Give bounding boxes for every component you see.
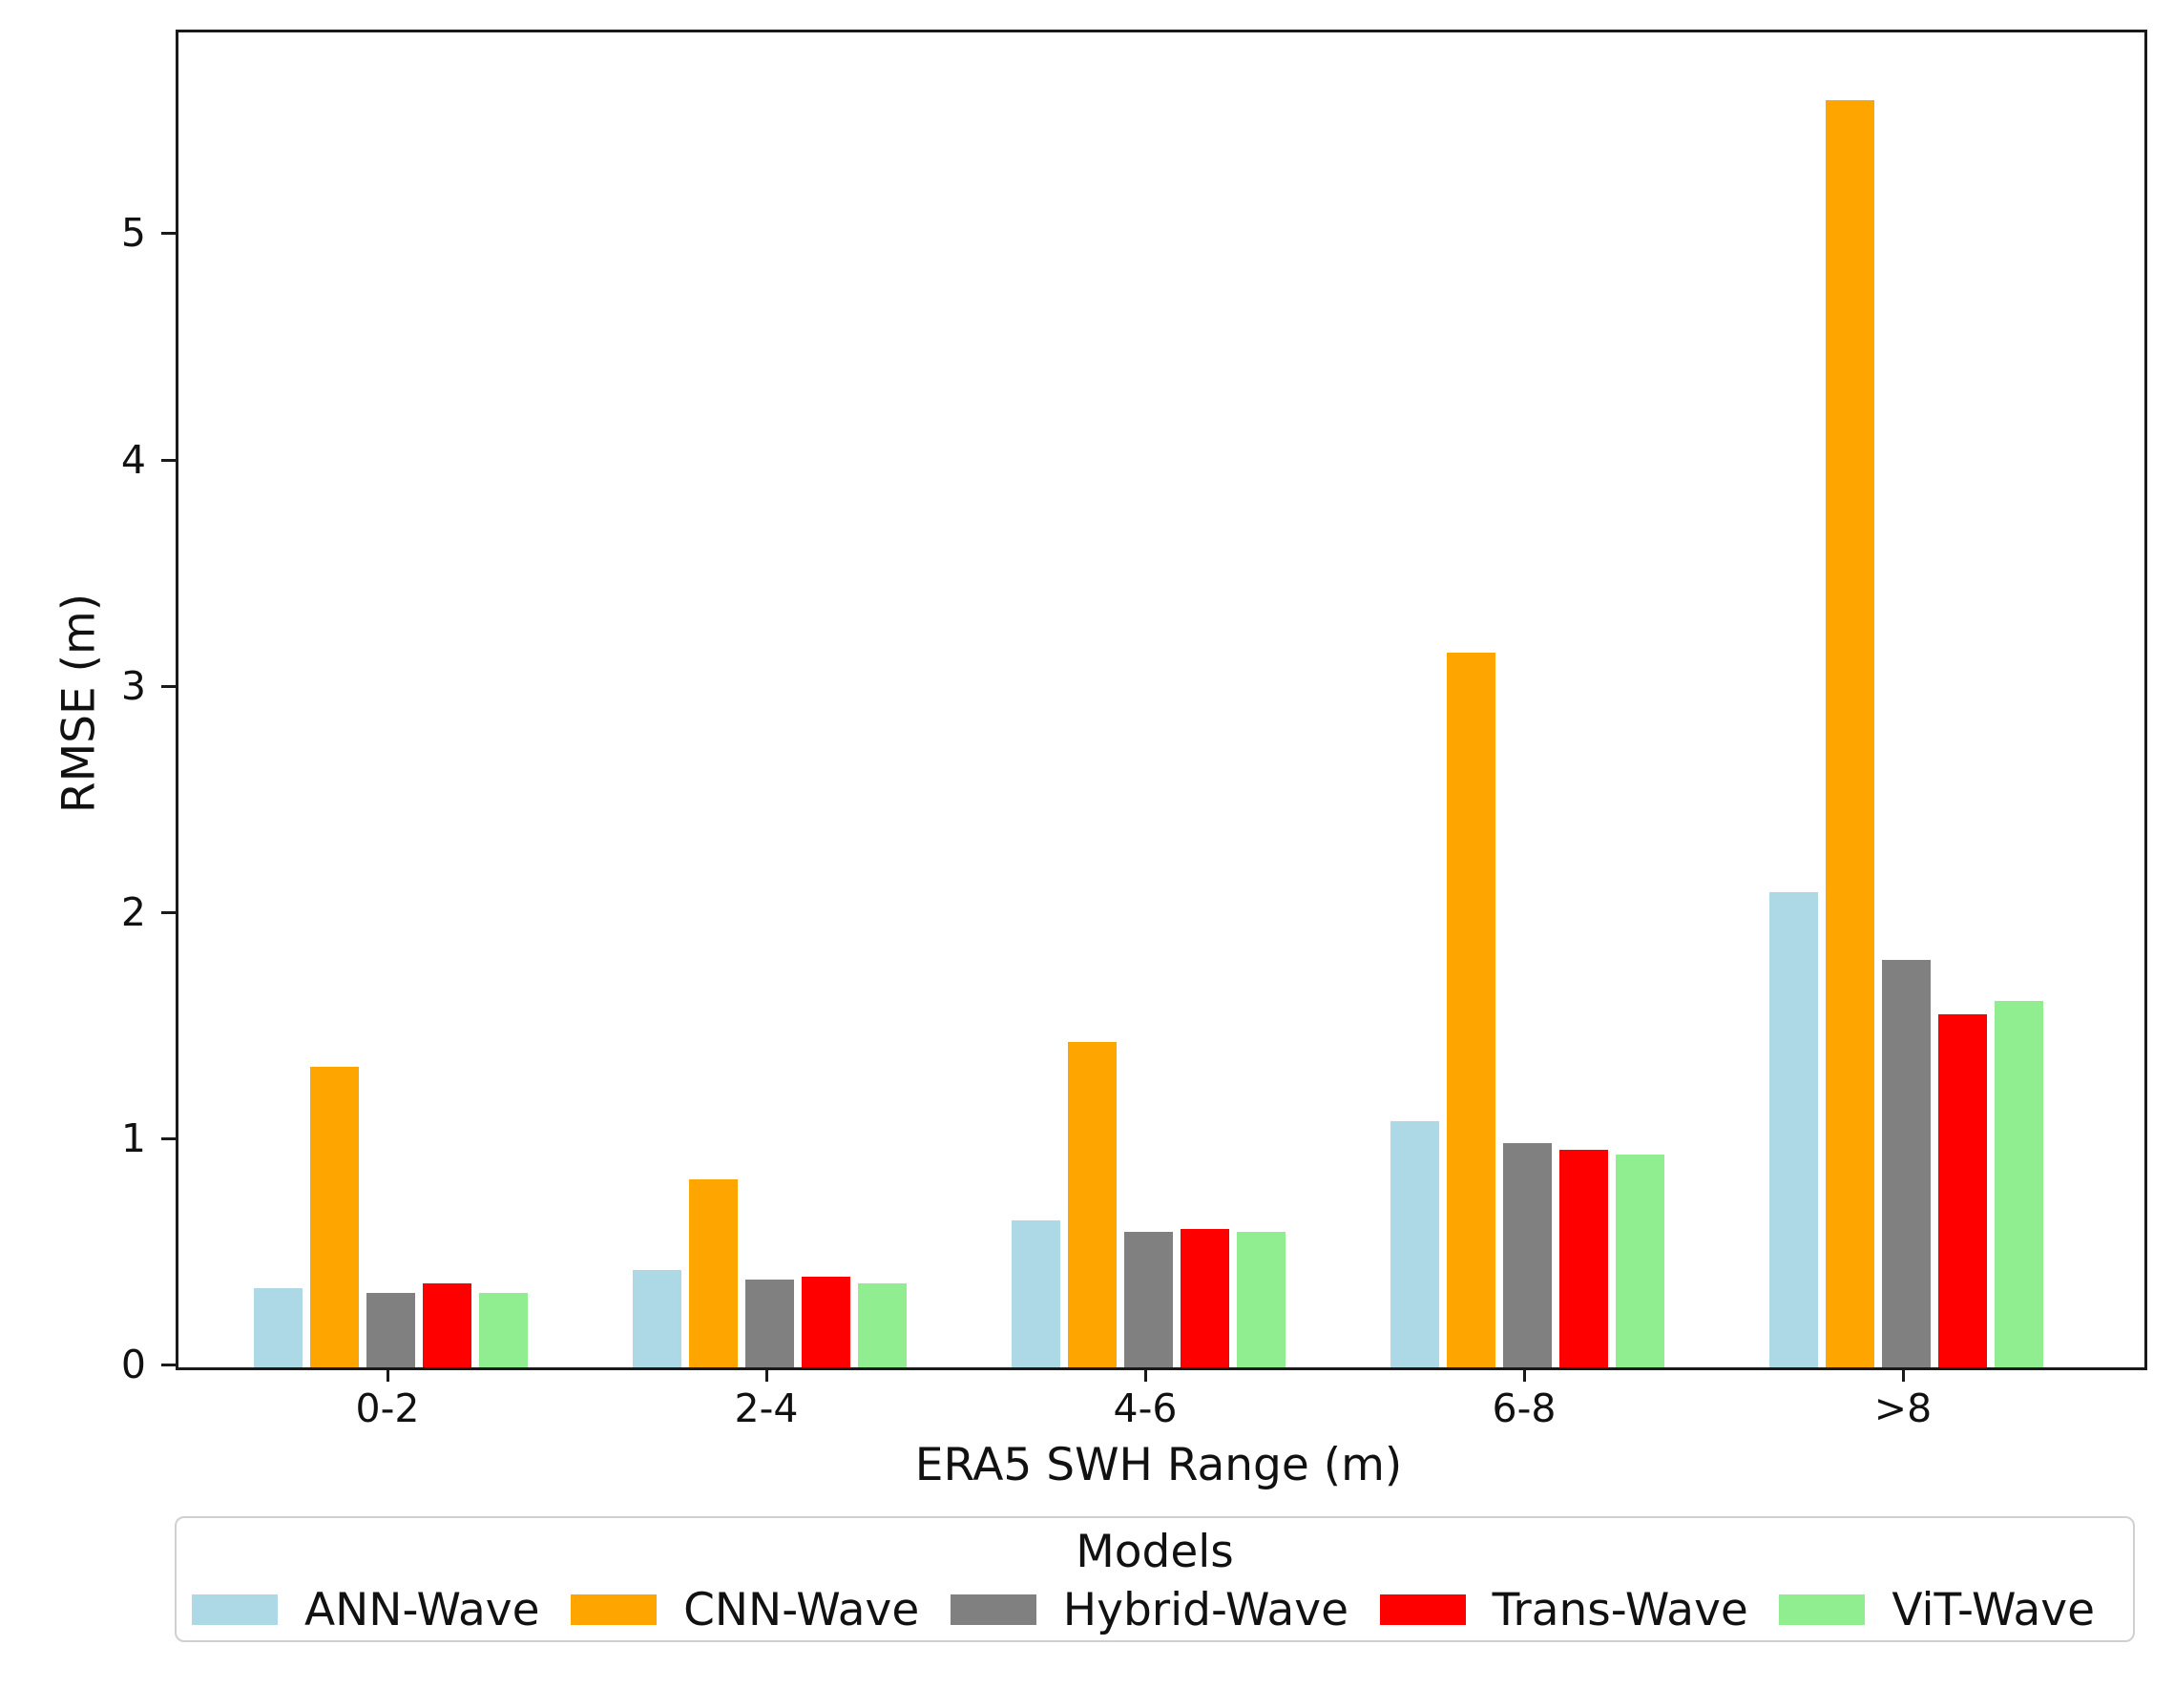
legend: Models ANN-Wave CNN-Wave Hybrid-Wave Trans-… — [175, 1516, 2135, 1642]
y-tick-label-2: 2 — [120, 888, 146, 935]
x-tick-label-4-6: 4-6 — [1113, 1385, 1178, 1431]
y-tick-mark-0 — [161, 1364, 176, 1366]
legend-items: ANN-Wave CNN-Wave Hybrid-Wave Trans-Wave ViT… — [177, 1583, 2133, 1636]
y-tick-mark-1 — [161, 1136, 176, 1140]
x-tick-mark->8 — [1902, 1367, 1905, 1382]
legend-swatch-ViT-Wave — [1779, 1594, 1866, 1625]
legend-swatch-Hybrid-Wave — [950, 1594, 1036, 1625]
bar-ViT-Wave-0-2 — [478, 1292, 528, 1367]
x-tick-mark-2-4 — [765, 1367, 768, 1382]
y-tick-label-4: 4 — [120, 436, 146, 483]
bar-Trans-Wave->8 — [1937, 1014, 1987, 1367]
legend-label-CNN-Wave: CNN-Wave — [683, 1583, 920, 1636]
legend-swatch-ANN-Wave — [192, 1594, 278, 1625]
legend-title: Models — [1076, 1526, 1234, 1578]
bar-CNN-Wave-4-6 — [1067, 1041, 1117, 1367]
bar-CNN-Wave-2-4 — [688, 1179, 738, 1367]
legend-swatch-Trans-Wave — [1379, 1594, 1466, 1625]
x-tick-mark-6-8 — [1523, 1367, 1526, 1382]
legend-label-ANN-Wave: ANN-Wave — [304, 1583, 540, 1636]
bar-Hybrid-Wave-6-8 — [1502, 1143, 1552, 1367]
bar-ViT-Wave-4-6 — [1236, 1231, 1286, 1367]
bar-ANN-Wave->8 — [1768, 892, 1818, 1367]
bar-ANN-Wave-4-6 — [1011, 1219, 1060, 1367]
bar-ViT-Wave-2-4 — [857, 1283, 907, 1367]
bar-ANN-Wave-2-4 — [632, 1270, 681, 1367]
y-tick-label-5: 5 — [120, 210, 146, 257]
x-tick-mark-4-6 — [1144, 1367, 1147, 1382]
plot-area — [176, 30, 2147, 1370]
y-tick-label-3: 3 — [120, 662, 146, 709]
legend-label-Trans-Wave: Trans-Wave — [1492, 1583, 1748, 1636]
legend-item-CNN-Wave: CNN-Wave — [571, 1584, 919, 1636]
bar-ViT-Wave->8 — [1994, 1000, 2043, 1367]
y-tick-mark-2 — [161, 910, 176, 914]
bar-Trans-Wave-4-6 — [1180, 1229, 1229, 1367]
x-tick-label->8: >8 — [1873, 1385, 1933, 1431]
bar-CNN-Wave->8 — [1825, 100, 1874, 1367]
y-tick-mark-4 — [161, 458, 176, 462]
bar-Hybrid-Wave-4-6 — [1123, 1231, 1173, 1367]
y-tick-label-0: 0 — [120, 1342, 146, 1387]
legend-label-ViT-Wave: ViT-Wave — [1892, 1583, 2095, 1636]
y-tick-mark-3 — [161, 684, 176, 688]
bar-Trans-Wave-6-8 — [1558, 1150, 1608, 1367]
legend-item-Hybrid-Wave: Hybrid-Wave — [950, 1583, 1349, 1636]
x-axis-label: ERA5 SWH Range (m) — [914, 1439, 1403, 1491]
legend-item-ANN-Wave: ANN-Wave — [192, 1584, 540, 1636]
bar-Trans-Wave-2-4 — [801, 1277, 850, 1367]
bar-ANN-Wave-0-2 — [253, 1288, 303, 1367]
bar-Hybrid-Wave-2-4 — [744, 1279, 794, 1367]
legend-label-Hybrid-Wave: Hybrid-Wave — [1062, 1583, 1349, 1636]
x-tick-label-0-2: 0-2 — [355, 1385, 420, 1431]
x-tick-mark-0-2 — [387, 1367, 389, 1382]
x-tick-label-6-8: 6-8 — [1492, 1385, 1557, 1431]
legend-item-ViT-Wave: ViT-Wave — [1779, 1584, 2095, 1636]
y-tick-mark-5 — [161, 232, 176, 236]
bar-ViT-Wave-6-8 — [1615, 1155, 1664, 1367]
bar-CNN-Wave-6-8 — [1446, 652, 1495, 1367]
bar-ANN-Wave-6-8 — [1390, 1120, 1439, 1367]
bar-Hybrid-Wave->8 — [1881, 960, 1931, 1367]
bar-Trans-Wave-0-2 — [422, 1283, 471, 1367]
legend-item-Trans-Wave: Trans-Wave — [1379, 1583, 1748, 1636]
legend-swatch-CNN-Wave — [571, 1594, 658, 1625]
y-tick-label-1: 1 — [120, 1114, 146, 1161]
x-tick-label-2-4: 2-4 — [734, 1385, 799, 1431]
bar-CNN-Wave-0-2 — [309, 1066, 359, 1367]
bar-Hybrid-Wave-0-2 — [366, 1292, 415, 1367]
